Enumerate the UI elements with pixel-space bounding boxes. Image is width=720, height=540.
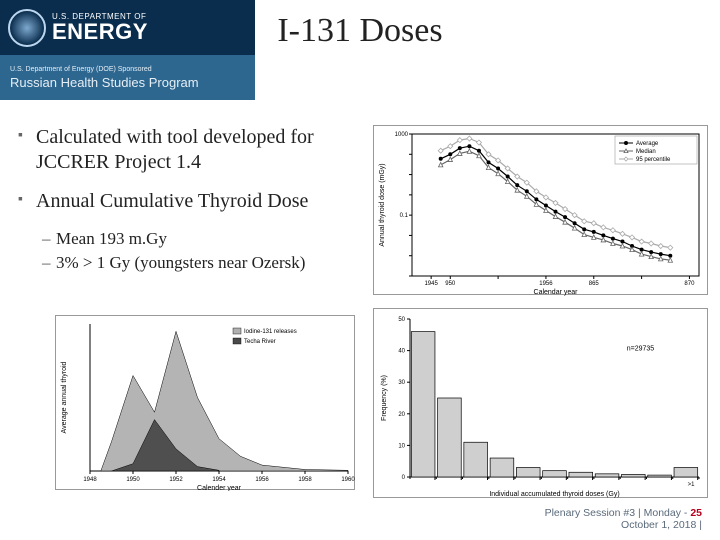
rhs-banner: U.S. Department of Energy (DOE) Sponsore… (0, 55, 255, 100)
bullet-1: Calculated with tool developed for JCCRE… (18, 125, 358, 175)
bullet-2-sub-2: 3% > 1 Gy (youngsters near Ozersk) (42, 252, 358, 274)
rhs-program: Russian Health Studies Program (10, 75, 255, 90)
svg-text:>1: >1 (688, 482, 696, 488)
svg-text:0: 0 (402, 475, 406, 481)
svg-text:95 percentile: 95 percentile (636, 157, 671, 163)
svg-text:Median: Median (636, 149, 656, 155)
chart-br-svg: 0 10 20 30 40 50 >1 Individual accumulated thyr… (374, 309, 709, 499)
svg-text:1954: 1954 (212, 477, 226, 483)
svg-text:1952: 1952 (169, 477, 183, 483)
chart-bl-svg: 1948 1950 1952 1954 1956 1958 1960 Calender yea… (56, 316, 356, 491)
svg-text:Techa River: Techa River (244, 339, 276, 345)
svg-text:Average annual thyroid: Average annual thyroid (61, 361, 68, 433)
svg-text:Frequency (%): Frequency (%) (381, 375, 388, 421)
svg-text:Average: Average (636, 141, 659, 147)
chart-releases-area: 1948 1950 1952 1954 1956 1958 1960 Calender yea… (55, 315, 355, 490)
svg-text:1956: 1956 (255, 477, 269, 483)
svg-text:n=29735: n=29735 (627, 346, 655, 353)
chart-dose-histogram: 0 10 20 30 40 50 >1 Individual accumulated thyr… (373, 308, 708, 498)
page-number: 25 (690, 507, 702, 519)
svg-text:0.1: 0.1 (400, 213, 409, 219)
svg-text:950: 950 (445, 281, 456, 287)
svg-text:Individual accumulated thyroid: Individual accumulated thyroid doses (Gy… (489, 491, 619, 498)
svg-text:1960: 1960 (341, 477, 355, 483)
svg-text:1956: 1956 (539, 281, 553, 287)
bullet-2-sub-1: Mean 193 m.Gy (42, 228, 358, 250)
rhs-sponsor: U.S. Department of Energy (DOE) Sponsore… (10, 66, 255, 73)
svg-text:1000: 1000 (395, 132, 409, 138)
chart-annual-thyroid-dose: 0.1 1000 1945 950 1956 865 870 Calendar year Ann… (373, 125, 708, 295)
svg-text:Iodine-131 releases: Iodine-131 releases (244, 329, 297, 335)
svg-text:Annual thyroid dose (mGy): Annual thyroid dose (mGy) (379, 163, 386, 246)
svg-text:20: 20 (398, 412, 405, 418)
chart-top-svg: 0.1 1000 1945 950 1956 865 870 Calendar year Ann… (374, 126, 709, 296)
slide-title: I-131 Doses (0, 12, 720, 50)
svg-text:Calendar year: Calendar year (534, 289, 579, 296)
body-text: Calculated with tool developed for JCCRE… (18, 125, 358, 276)
footer: Plenary Session #3 | Monday - 25 October… (545, 507, 702, 532)
svg-text:50: 50 (398, 317, 405, 323)
footer-line2: October 1, 2018 | (621, 519, 702, 531)
svg-text:1958: 1958 (298, 477, 312, 483)
svg-text:Calender year: Calender year (197, 485, 242, 491)
svg-text:10: 10 (398, 443, 405, 449)
svg-text:1945: 1945 (424, 281, 438, 287)
svg-text:865: 865 (589, 281, 600, 287)
svg-text:1950: 1950 (126, 477, 140, 483)
svg-text:870: 870 (684, 281, 695, 287)
footer-line1: Plenary Session #3 | Monday - (545, 507, 691, 519)
svg-text:40: 40 (398, 349, 405, 355)
bullet-2: Annual Cumulative Thyroid Dose (18, 189, 358, 214)
slide: U.S. DEPARTMENT OF ENERGY U.S. Departmen… (0, 0, 720, 540)
svg-text:1948: 1948 (83, 477, 97, 483)
svg-text:30: 30 (398, 380, 405, 386)
